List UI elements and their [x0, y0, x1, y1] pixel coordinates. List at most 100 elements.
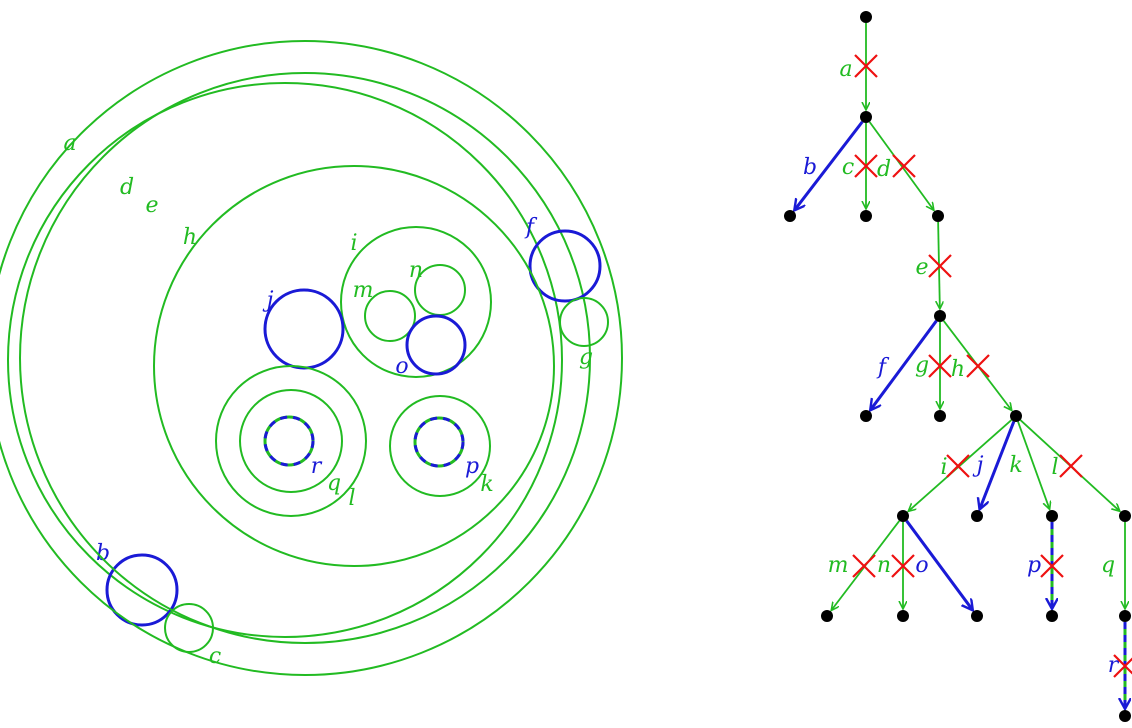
tree-node-root	[860, 11, 872, 23]
tree-node-n2	[932, 210, 944, 222]
circle-label-p: p	[465, 454, 479, 479]
circle-h: h	[153, 165, 555, 567]
tree-edge-k: k	[1009, 421, 1049, 509]
circle-q: q	[239, 389, 343, 496]
circle-a-outline	[7, 82, 563, 638]
circle-n: n	[409, 258, 466, 316]
tree-edge-label-a: a	[839, 57, 852, 82]
tree-node-lg	[934, 410, 946, 422]
circle-i-outline	[340, 226, 492, 378]
tree-node-lm	[821, 610, 833, 622]
tree-edge-k-line	[1017, 421, 1049, 509]
tree-node-lf	[860, 410, 872, 422]
circle-label-q: q	[327, 471, 341, 496]
circle-m-outline	[364, 290, 416, 342]
tree-edge-c: c	[842, 123, 878, 208]
cut-mark-l	[1059, 454, 1083, 478]
tree-node-lc	[860, 210, 872, 222]
circle-r-dash	[263, 415, 315, 467]
tree-edge-label-m: m	[828, 553, 849, 578]
circle-o: o	[395, 314, 467, 379]
tree-edge-label-d: d	[877, 157, 891, 182]
cut-mark-e	[928, 254, 952, 278]
tree-node-lo	[971, 610, 983, 622]
circle-h-outline	[153, 165, 555, 567]
circle-b-outline	[105, 553, 179, 627]
tree-edge-label-h: h	[951, 357, 965, 382]
circle-label-d: d	[120, 175, 134, 200]
circle-j-outline	[263, 288, 345, 370]
tree-node-n5	[897, 510, 909, 522]
tree-node-n8	[1119, 610, 1131, 622]
tree-edge-label-l: l	[1051, 455, 1058, 480]
tree-node-n1	[860, 111, 872, 123]
tree-edge-label-e: e	[915, 255, 928, 280]
circle-label-n: n	[409, 258, 423, 283]
tree-edge-b: b	[795, 120, 864, 210]
tree-edge-a: a	[839, 23, 878, 109]
circle-l-outline	[215, 365, 367, 517]
circle-label-h: h	[183, 225, 197, 250]
circle-g: g	[559, 297, 609, 370]
cut-mark-r	[1113, 654, 1132, 678]
tree-edge-label-g: g	[915, 353, 929, 378]
tree-edge-i: i	[909, 419, 1013, 511]
tree-edge-h: h	[942, 320, 1012, 410]
tree-edge-f-line	[871, 319, 938, 410]
circle-e-outline	[0, 40, 623, 676]
tree-edge-m: m	[828, 520, 901, 610]
circle-b: b	[96, 541, 179, 627]
cut-mark-p	[1040, 554, 1064, 578]
containment-tree-diagram: a b c d e f g h i j k l m n o p q r	[784, 11, 1132, 722]
cut-mark-c	[854, 154, 878, 178]
tree-node-n6	[1046, 510, 1058, 522]
circle-o-outline	[405, 314, 467, 376]
cut-mark-m	[852, 554, 876, 578]
tree-edge-q: q	[1101, 522, 1125, 608]
circle-d: d	[19, 72, 591, 644]
tree-node-n7	[1119, 510, 1131, 522]
circle-r: r	[263, 415, 323, 479]
circle-label-l: l	[348, 486, 355, 511]
tree-edge-i-line	[909, 419, 1013, 511]
tree-node-n3	[934, 310, 946, 322]
tree-edge-label-n: n	[877, 553, 891, 578]
tree-edge-label-q: q	[1101, 553, 1115, 578]
circle-i: i	[340, 226, 492, 378]
tree-edge-j-line	[980, 421, 1016, 509]
circle-k: k	[389, 395, 494, 497]
tree-node-n4	[1010, 410, 1022, 422]
circle-label-r: r	[311, 454, 323, 479]
tree-edge-label-b: b	[803, 155, 817, 180]
tree-edge-l: l	[1019, 419, 1119, 511]
circle-label-o: o	[395, 354, 408, 379]
tree-edge-d: d	[868, 121, 934, 210]
tree-edge-label-i: i	[940, 455, 947, 480]
tree-edge-label-o: o	[915, 553, 928, 578]
circle-label-g: g	[579, 345, 593, 370]
tree-node-lr	[1119, 710, 1131, 722]
circle-label-e: e	[145, 193, 158, 218]
circle-f: f	[524, 215, 602, 303]
cut-mark-h	[966, 354, 990, 378]
tree-edge-e: e	[915, 221, 952, 308]
tree-edge-label-p: p	[1027, 553, 1041, 578]
circle-label-c: c	[209, 644, 221, 669]
circle-q-outline	[239, 389, 343, 493]
cut-mark-a	[854, 54, 878, 78]
circle-j: j	[262, 288, 345, 370]
tree-edge-label-f: f	[876, 355, 890, 380]
tree-node-lj	[971, 510, 983, 522]
tree-edge-g: g	[915, 322, 952, 408]
tree-edge-label-j: j	[972, 453, 984, 478]
cut-mark-i	[946, 454, 970, 478]
cut-mark-d	[892, 154, 916, 178]
circle-p-dash	[413, 416, 465, 468]
tree-edge-b-line	[795, 120, 864, 210]
circle-e: e	[0, 40, 623, 676]
tree-node-ln	[897, 610, 909, 622]
circle-label-b: b	[96, 541, 110, 566]
circle-g-outline	[559, 297, 609, 347]
tree-edge-label-k: k	[1009, 453, 1022, 478]
